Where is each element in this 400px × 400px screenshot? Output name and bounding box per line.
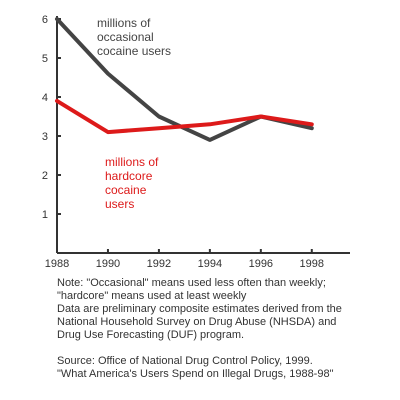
chart-notes: Note: "Occasional" means used less often… bbox=[57, 277, 393, 381]
spacer bbox=[57, 342, 393, 355]
note-line: Drug Use Forecasting (DUF) program. bbox=[57, 329, 245, 341]
y-tick-label: 3 bbox=[42, 131, 48, 143]
note-line: National Household Survey on Drug Abuse … bbox=[57, 316, 337, 328]
data-point bbox=[56, 18, 58, 20]
x-tick-label: 1988 bbox=[45, 258, 69, 270]
note-line: Data are preliminary composite estimates… bbox=[57, 303, 342, 315]
data-point bbox=[311, 123, 313, 125]
note-line: "hardcore" means used at least weekly bbox=[57, 290, 247, 302]
data-point bbox=[56, 100, 58, 102]
x-tick-label: 1992 bbox=[147, 258, 171, 270]
y-tick-label: 1 bbox=[42, 209, 48, 221]
data-point bbox=[107, 131, 109, 133]
data-point bbox=[311, 127, 313, 129]
series-line-millions-of-occasional-cocaine-users bbox=[55, 17, 314, 142]
x-tick-label: 1998 bbox=[300, 258, 324, 270]
y-tick-label: 4 bbox=[42, 92, 48, 104]
series-label: millions of hardcore cocaine users bbox=[105, 155, 159, 211]
x-tick-label: 1994 bbox=[198, 258, 222, 270]
x-tick-label: 1990 bbox=[96, 258, 120, 270]
y-tick-label: 2 bbox=[42, 170, 48, 182]
note-line: Note: "Occasional" means used less often… bbox=[57, 277, 326, 289]
data-point bbox=[260, 116, 262, 117]
line-chart: 1 2 3 4 5 6 1988 1990 1992 1994 1996 1998 millions o… bbox=[42, 14, 350, 270]
source-line: "What America's Users Spend on Illegal D… bbox=[57, 368, 334, 380]
data-point bbox=[158, 116, 160, 117]
x-tick-label: 1996 bbox=[249, 258, 273, 270]
y-tick-label: 6 bbox=[42, 14, 48, 26]
data-point bbox=[209, 123, 211, 125]
series-line-millions-of-hardcore-cocaine-users bbox=[55, 98, 314, 135]
y-tick-label: 5 bbox=[42, 53, 48, 65]
data-point bbox=[107, 73, 109, 75]
source-line: Source: Office of National Drug Control … bbox=[57, 355, 313, 367]
data-point bbox=[158, 127, 160, 129]
series-label: millions of occasional cocaine users bbox=[97, 16, 171, 58]
data-point bbox=[209, 139, 211, 141]
